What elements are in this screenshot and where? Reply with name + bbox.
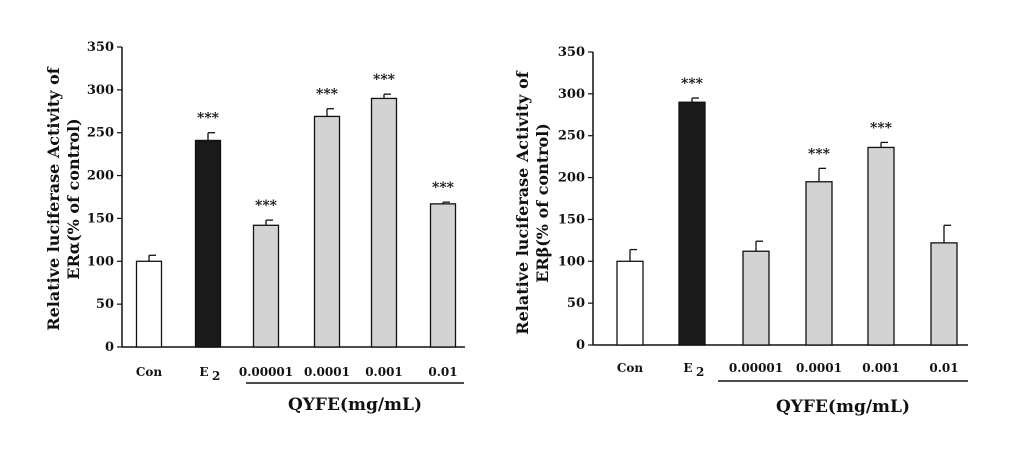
x-tick-label: 0.01 bbox=[929, 361, 958, 375]
bar-2 bbox=[194, 139, 222, 348]
x-tick-label: Con bbox=[617, 361, 644, 375]
x-tick-label: 0.0001 bbox=[796, 361, 842, 375]
x-tick-label: 0.001 bbox=[365, 365, 403, 379]
y-tick-label: 300 bbox=[558, 87, 585, 102]
x-tick-label: Con bbox=[136, 365, 163, 379]
group-label: QYFE(mg/mL) bbox=[288, 395, 422, 415]
y-tick-label: 0 bbox=[576, 338, 585, 353]
significance-label: *** bbox=[808, 146, 831, 162]
y-axis-title-line1: Relative luciferase Activity of bbox=[513, 70, 532, 335]
x-tick-subscript: 2 bbox=[696, 365, 704, 379]
bar-1 bbox=[616, 260, 644, 346]
group-label: QYFE(mg/mL) bbox=[776, 397, 910, 417]
x-tick-label: E bbox=[199, 365, 208, 379]
y-axis-title-line2: ERβ(% of control) bbox=[533, 123, 552, 283]
x-tick-subscript: 2 bbox=[212, 369, 220, 383]
bar-4 bbox=[313, 115, 341, 348]
bar-5 bbox=[370, 97, 398, 348]
x-tick-label: 0.00001 bbox=[729, 361, 783, 375]
x-tick-label: 0.001 bbox=[862, 361, 900, 375]
y-axis-title: Relative luciferase Activity of ERβ(% of … bbox=[513, 70, 552, 335]
significance-label: *** bbox=[373, 72, 396, 88]
significance-label: *** bbox=[316, 87, 339, 103]
y-tick-label: 250 bbox=[87, 126, 114, 141]
bar-5 bbox=[867, 146, 895, 346]
significance-label: *** bbox=[255, 198, 278, 214]
y-tick-label: 300 bbox=[87, 83, 114, 98]
y-axis-title-line2: ERα(% of control) bbox=[64, 118, 83, 279]
y-tick-label: 200 bbox=[87, 169, 114, 184]
x-tick-label: 0.00001 bbox=[239, 365, 293, 379]
significance-label: *** bbox=[681, 76, 704, 92]
significance-label: *** bbox=[432, 180, 455, 196]
bar-6 bbox=[429, 203, 457, 348]
significance-label: *** bbox=[197, 111, 220, 127]
y-tick-label: 100 bbox=[558, 254, 585, 269]
x-tick-label: 0.0001 bbox=[304, 365, 350, 379]
bar-3 bbox=[252, 224, 280, 348]
y-axis-title: Relative luciferase Activity of ERα(% of … bbox=[44, 66, 83, 331]
y-tick-label: 350 bbox=[558, 45, 585, 60]
y-tick-label: 350 bbox=[87, 40, 114, 55]
y-tick-label: 100 bbox=[87, 254, 114, 269]
significance-label: *** bbox=[870, 120, 893, 136]
y-tick-label: 150 bbox=[87, 211, 114, 226]
y-tick-label: 150 bbox=[558, 212, 585, 227]
x-tick-label: E bbox=[683, 361, 692, 375]
y-tick-label: 50 bbox=[96, 297, 114, 312]
x-tick-label: 0.01 bbox=[428, 365, 457, 379]
y-tick-label: 250 bbox=[558, 129, 585, 144]
chart-panel-2: 0 50 100 150 200 250 300 350 Con *** E 2 0.00001 *** 0… bbox=[513, 45, 968, 417]
bar-3 bbox=[742, 250, 770, 346]
y-axis-title-line1: Relative luciferase Activity of bbox=[44, 66, 63, 331]
y-tick-label: 0 bbox=[105, 340, 114, 355]
bar-1 bbox=[135, 260, 163, 348]
bar-6 bbox=[930, 242, 958, 346]
y-tick-label: 50 bbox=[567, 296, 585, 311]
y-tick-label: 200 bbox=[558, 171, 585, 186]
bar-2 bbox=[678, 101, 706, 346]
bar-4 bbox=[805, 181, 833, 346]
chart-panel-1: 0 50 100 150 200 250 300 350 Con *** E 2 *** 0.00001 *… bbox=[44, 40, 465, 415]
